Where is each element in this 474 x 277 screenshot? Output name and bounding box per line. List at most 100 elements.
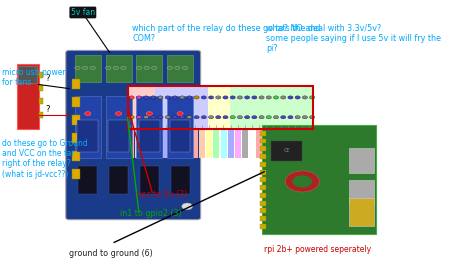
Bar <box>109 166 128 194</box>
Bar <box>260 154 265 159</box>
Bar <box>208 86 230 129</box>
Circle shape <box>230 96 235 99</box>
Bar <box>137 96 162 158</box>
Circle shape <box>266 96 272 99</box>
Circle shape <box>158 96 163 99</box>
Circle shape <box>310 96 315 99</box>
Bar <box>256 129 262 158</box>
Circle shape <box>151 96 156 99</box>
Bar <box>260 138 265 143</box>
Circle shape <box>194 116 199 119</box>
Bar <box>142 129 148 158</box>
Bar <box>171 166 190 194</box>
Circle shape <box>230 116 235 119</box>
Circle shape <box>121 66 126 70</box>
Text: ground to ground (6): ground to ground (6) <box>69 249 153 258</box>
Bar <box>260 185 265 190</box>
Bar <box>260 193 265 198</box>
Circle shape <box>180 96 185 99</box>
Bar <box>260 201 265 206</box>
Circle shape <box>165 96 170 99</box>
Circle shape <box>292 175 312 188</box>
Text: ?: ? <box>45 75 50 83</box>
Bar <box>262 125 376 234</box>
Circle shape <box>201 96 206 99</box>
Circle shape <box>144 116 149 119</box>
Circle shape <box>216 116 221 119</box>
Bar <box>72 79 80 89</box>
Circle shape <box>237 116 243 119</box>
Bar <box>260 177 265 182</box>
Bar <box>306 129 312 158</box>
Circle shape <box>209 116 214 119</box>
Bar <box>271 129 277 158</box>
Bar <box>220 129 227 158</box>
Bar <box>171 129 177 158</box>
Circle shape <box>115 112 122 116</box>
Circle shape <box>137 66 142 70</box>
Circle shape <box>252 96 257 99</box>
Circle shape <box>175 66 180 70</box>
Circle shape <box>90 66 95 70</box>
Bar <box>139 120 160 152</box>
Bar <box>260 162 265 167</box>
Bar <box>17 64 38 129</box>
Bar <box>140 166 159 194</box>
Bar <box>75 55 101 82</box>
Circle shape <box>288 96 293 99</box>
Circle shape <box>295 116 300 119</box>
Bar <box>72 169 80 179</box>
Text: do these go to Ground
and VCC on the far
right of the relay?
(what is jd-vcc??): do these go to Ground and VCC on the far… <box>2 138 88 179</box>
Circle shape <box>152 66 157 70</box>
Circle shape <box>273 96 279 99</box>
Circle shape <box>295 96 300 99</box>
Bar <box>260 146 265 151</box>
Circle shape <box>201 116 206 119</box>
Circle shape <box>223 116 228 119</box>
Text: ?: ? <box>45 105 50 114</box>
Circle shape <box>216 96 221 99</box>
Bar <box>264 129 270 158</box>
Circle shape <box>281 116 286 119</box>
Bar <box>72 151 80 161</box>
Bar <box>108 120 129 152</box>
Bar <box>170 120 191 152</box>
Bar <box>242 129 248 158</box>
Bar <box>260 208 265 213</box>
Bar <box>72 97 80 107</box>
Circle shape <box>209 96 214 99</box>
Circle shape <box>302 116 308 119</box>
Circle shape <box>75 66 80 70</box>
Bar <box>72 115 80 125</box>
Circle shape <box>167 66 173 70</box>
Text: in1 to gpio2 (3): in1 to gpio2 (3) <box>120 209 182 218</box>
Bar <box>149 129 155 158</box>
Circle shape <box>173 116 178 119</box>
Bar <box>206 129 212 158</box>
Bar <box>292 129 298 158</box>
Text: which part of the relay do these go to? NO and
COM?: which part of the relay do these go to? … <box>132 24 320 43</box>
Circle shape <box>177 112 183 116</box>
Circle shape <box>85 112 91 116</box>
Bar <box>260 224 265 229</box>
Bar <box>285 129 291 158</box>
Text: whats the deal with 3.3v/5v?
some people saying if I use 5v it will fry the
pi?: whats the deal with 3.3v/5v? some people… <box>266 24 441 53</box>
FancyBboxPatch shape <box>66 50 201 220</box>
Circle shape <box>106 66 111 70</box>
Bar <box>260 131 265 136</box>
Circle shape <box>285 171 319 192</box>
Circle shape <box>245 116 250 119</box>
Circle shape <box>144 66 149 70</box>
Circle shape <box>151 116 156 119</box>
Text: 5v fan: 5v fan <box>71 8 95 17</box>
Text: rpi 2b+ powered seperately: rpi 2b+ powered seperately <box>264 245 371 254</box>
Text: vcc to 5v (2): vcc to 5v (2) <box>137 190 187 199</box>
Bar <box>38 98 43 104</box>
Circle shape <box>237 96 243 99</box>
Circle shape <box>302 96 308 99</box>
Bar <box>167 96 193 158</box>
Circle shape <box>182 66 188 70</box>
Bar <box>249 129 255 158</box>
Bar <box>235 129 241 158</box>
Bar <box>78 166 97 194</box>
